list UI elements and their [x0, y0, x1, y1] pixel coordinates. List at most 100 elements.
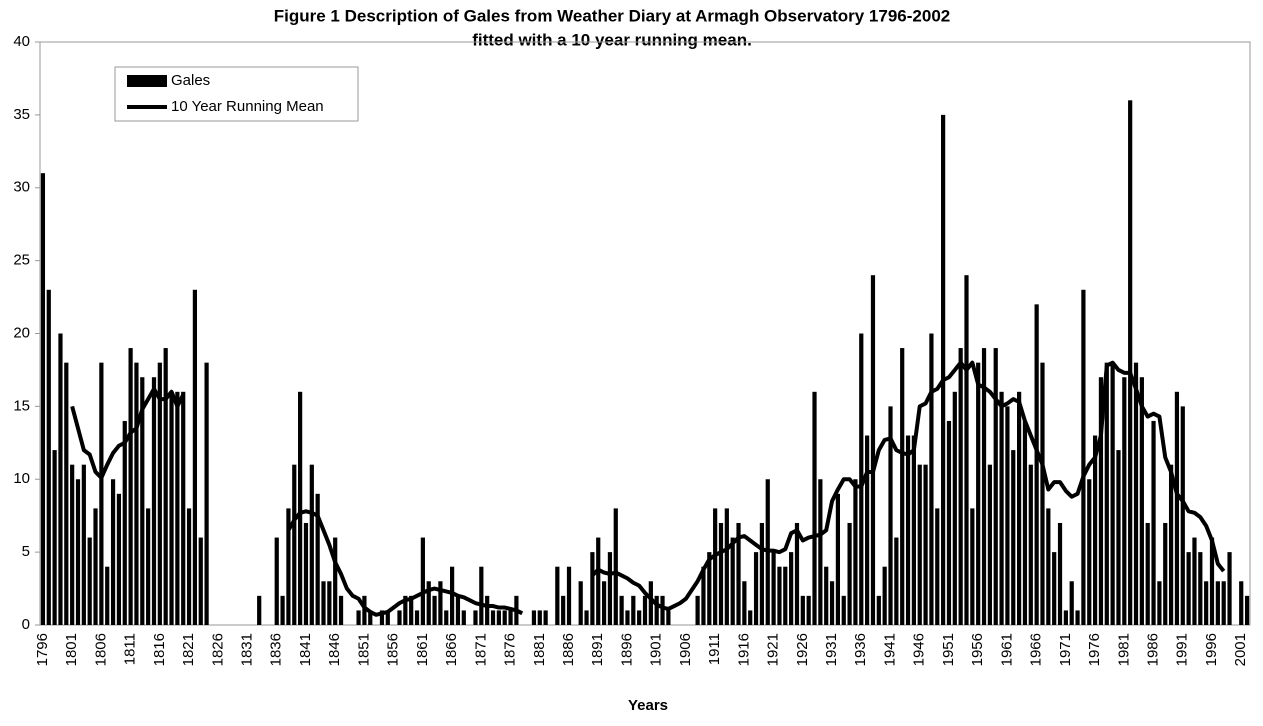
bar	[368, 610, 373, 625]
bar	[759, 522, 765, 625]
bar	[64, 362, 69, 625]
bar	[1063, 610, 1068, 625]
bar	[1244, 595, 1250, 625]
x-tick-label: 1966	[1028, 633, 1045, 666]
bar	[1163, 522, 1168, 625]
bar	[1022, 420, 1028, 625]
bar	[590, 552, 595, 625]
bar	[724, 508, 729, 625]
x-tick-label: 1941	[881, 633, 898, 666]
bar	[356, 610, 361, 625]
bar	[1157, 581, 1162, 625]
bar	[321, 581, 326, 625]
bar	[134, 362, 139, 625]
bar	[935, 508, 940, 625]
bar	[829, 581, 835, 625]
x-tick-label: 1876	[502, 633, 519, 666]
legend-label: Gales	[171, 72, 210, 89]
bar	[257, 595, 262, 625]
x-tick-label: 1821	[180, 633, 197, 666]
bar	[631, 595, 636, 625]
bar	[853, 479, 858, 625]
bar	[169, 391, 174, 625]
bar	[771, 552, 776, 625]
bar	[338, 595, 344, 625]
x-tick-label: 1896	[618, 633, 635, 666]
bar	[122, 420, 127, 625]
bar	[555, 566, 560, 625]
bar	[163, 348, 168, 625]
bar	[1069, 581, 1074, 625]
bar	[911, 435, 916, 625]
x-tick-label: 1971	[1057, 633, 1074, 666]
bar	[362, 595, 367, 625]
bar	[397, 610, 402, 625]
bar	[40, 173, 46, 626]
x-tick-label: 1886	[560, 633, 577, 666]
bar	[151, 377, 157, 625]
bar	[894, 537, 899, 625]
x-tick-label: 1836	[268, 633, 285, 666]
bar	[718, 522, 724, 625]
bar	[847, 522, 852, 625]
bar	[502, 610, 507, 625]
bar	[1239, 581, 1244, 625]
bar	[461, 610, 466, 625]
bar	[543, 610, 548, 625]
bar	[1227, 552, 1232, 625]
bar	[1128, 100, 1133, 626]
bar	[426, 581, 431, 625]
bar	[81, 464, 86, 625]
x-tick-label: 1851	[355, 633, 372, 666]
bar	[695, 595, 700, 625]
x-tick-label: 1961	[998, 633, 1015, 666]
bar	[204, 362, 209, 625]
bar	[1198, 552, 1203, 625]
y-tick-label: 40	[13, 33, 30, 50]
bar	[1174, 391, 1180, 625]
bar	[905, 435, 911, 625]
bar	[70, 464, 75, 625]
bar	[777, 566, 782, 625]
bar	[1204, 581, 1209, 625]
bar	[888, 406, 893, 625]
bar	[806, 595, 811, 625]
bar	[818, 479, 823, 625]
bar	[1186, 552, 1191, 625]
bar	[917, 464, 922, 625]
bar	[859, 333, 864, 625]
x-tick-label: 1826	[209, 633, 226, 666]
bar	[531, 610, 537, 625]
bar	[1017, 391, 1022, 625]
bar	[981, 348, 987, 625]
y-tick-label: 5	[22, 543, 30, 560]
y-tick-label: 15	[13, 397, 30, 414]
bar	[105, 566, 110, 625]
x-tick-label: 1996	[1203, 633, 1220, 666]
bar	[952, 391, 957, 625]
x-tick-label: 1931	[823, 633, 840, 666]
x-tick-label: 1976	[1086, 633, 1103, 666]
bar	[1168, 464, 1174, 625]
bar	[865, 435, 870, 625]
bar	[941, 114, 946, 625]
bar	[274, 537, 279, 625]
x-tick-label: 1956	[969, 633, 986, 666]
bar	[648, 581, 653, 625]
bar	[566, 566, 572, 625]
x-tick-label: 1881	[531, 633, 548, 666]
chart-title: fitted with a 10 year running mean.	[472, 30, 752, 49]
x-tick-label: 1796	[34, 633, 51, 666]
bar	[186, 508, 192, 625]
x-tick-label: 1901	[648, 633, 665, 666]
bar	[75, 479, 81, 625]
x-tick-label: 1891	[589, 633, 606, 666]
bar	[333, 537, 338, 625]
bar	[1192, 537, 1197, 625]
bar	[58, 333, 63, 625]
bar	[999, 391, 1004, 625]
bar	[976, 362, 981, 625]
bar	[473, 610, 478, 625]
bar	[116, 493, 122, 625]
